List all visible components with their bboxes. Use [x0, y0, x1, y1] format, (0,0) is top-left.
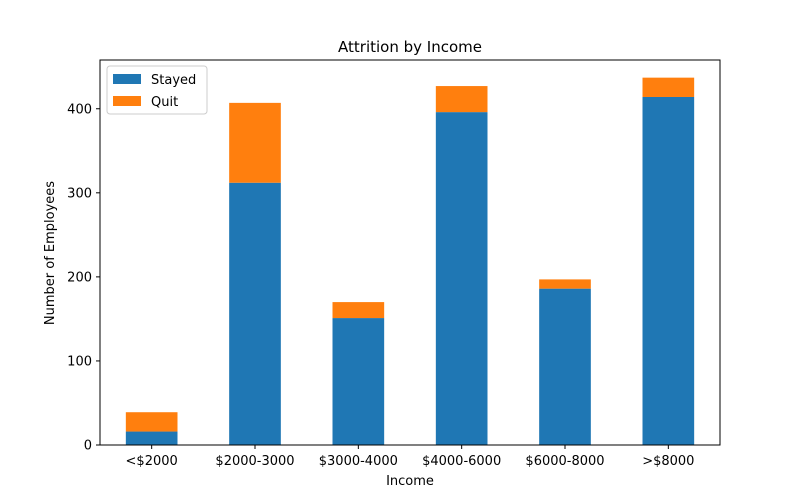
x-tick-label: $6000-8000: [525, 454, 604, 469]
axes-frame: [99, 59, 721, 446]
bar-stayed-3: [435, 112, 488, 445]
bar-quit-3: [435, 86, 488, 113]
bar-stayed-2: [332, 318, 385, 445]
legend-swatch-stayed: [113, 74, 141, 84]
bar-stayed-1: [229, 182, 281, 446]
legend-swatch-quit: [113, 96, 141, 106]
bar-stayed-5: [642, 96, 695, 445]
bar-quit-0: [125, 412, 178, 432]
y-tick-label: 300: [67, 186, 92, 201]
bar-quit-4: [539, 279, 591, 289]
y-tick-label: 100: [67, 354, 92, 369]
x-tick-label: $2000-3000: [215, 454, 294, 469]
bar-stayed-4: [539, 288, 591, 445]
bar-quit-1: [229, 102, 281, 183]
legend-label-quit: Quit: [151, 95, 178, 110]
y-tick-label: 0: [84, 439, 92, 454]
bar-quit-2: [332, 302, 385, 319]
y-axis-label: Number of Employees: [43, 181, 58, 325]
y-tick-label: 200: [67, 270, 92, 285]
bar-stayed-0: [125, 431, 178, 445]
x-tick-label: <$2000: [126, 454, 178, 469]
plot-area: <$2000 $2000-3000 $3000-4000 $4000-6000 $600…: [67, 59, 721, 469]
bar-quit-5: [642, 77, 695, 97]
legend-label-stayed: Stayed: [151, 73, 196, 88]
x-tick-label: $3000-4000: [319, 454, 398, 469]
x-axis-label: Income: [386, 474, 434, 489]
legend: Stayed Quit: [106, 65, 208, 115]
y-tick-label: 400: [67, 102, 92, 117]
x-tick-label: >$8000: [642, 454, 694, 469]
x-tick-label: $4000-6000: [422, 454, 501, 469]
chart-title: Attrition by Income: [338, 38, 482, 56]
